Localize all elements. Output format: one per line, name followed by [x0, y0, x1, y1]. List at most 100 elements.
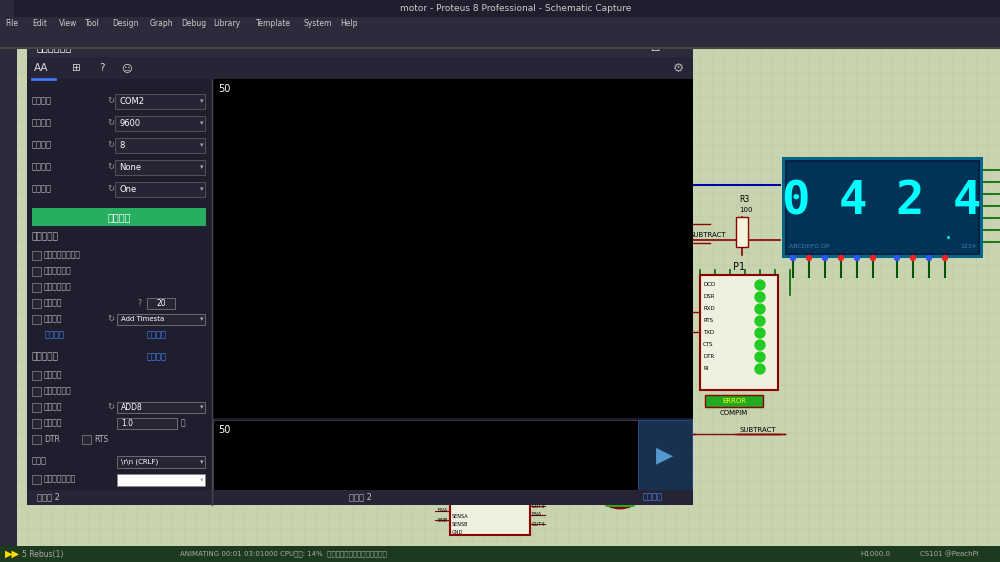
Bar [32, 315, 41, 324]
Bar [0, 17, 1000, 29]
Text: ?: ? [137, 298, 141, 307]
Text: 十六进制发送: 十六进制发送 [44, 387, 72, 396]
Circle shape [755, 340, 765, 350]
Text: RXD: RXD [703, 306, 715, 311]
Text: DSR: DSR [703, 294, 714, 300]
Circle shape [790, 256, 796, 261]
Text: U2: U2 [484, 459, 496, 468]
Bar [638, 420, 692, 490]
Circle shape [870, 256, 876, 261]
Text: RTS: RTS [703, 319, 713, 324]
Text: Library: Library [213, 19, 241, 28]
Text: 20: 20 [156, 298, 166, 307]
Text: System: System [303, 19, 332, 28]
Bar [450, 455, 530, 535]
Bar [32, 403, 41, 412]
Text: 校验位：: 校验位： [32, 162, 52, 171]
Text: File: File [5, 19, 18, 28]
Bar [32, 387, 41, 396]
Text: OUT4: OUT4 [532, 522, 545, 527]
Text: 显示发送字符串: 显示发送字符串 [44, 474, 76, 483]
Text: 1234: 1234 [960, 244, 976, 250]
Text: SENSA: SENSA [452, 514, 469, 519]
Text: 接收并保存到文件: 接收并保存到文件 [44, 251, 81, 260]
Text: ▾: ▾ [200, 316, 204, 322]
Text: 秒: 秒 [181, 419, 186, 428]
Text: ⊞: ⊞ [71, 63, 79, 73]
Text: D2: D2 [567, 442, 577, 448]
Bar [0, 29, 1000, 47]
Text: motor - Proteus 8 Professional - Schematic Capture: motor - Proteus 8 Professional - Schemat… [400, 4, 631, 13]
Text: ENA: ENA [532, 513, 542, 518]
Text: 0 4 2 4: 0 4 2 4 [782, 179, 982, 224]
Bar [27, 79, 212, 505]
Text: 接收区设置: 接收区设置 [32, 233, 59, 242]
Text: 发送区设置: 发送区设置 [32, 352, 59, 361]
Text: ↻: ↻ [107, 184, 114, 193]
Bar [32, 208, 206, 226]
Text: 停止位：: 停止位： [32, 184, 52, 193]
Text: 数据位：: 数据位： [32, 140, 52, 149]
Circle shape [755, 292, 765, 302]
Circle shape [592, 452, 648, 508]
Text: ABCDEFG DP: ABCDEFG DP [789, 244, 830, 250]
Text: D3: D3 [540, 497, 550, 503]
Circle shape [926, 256, 932, 261]
Text: IN4: IN4 [440, 500, 448, 505]
Text: OUT1: OUT1 [532, 486, 545, 491]
Bar [785, 160, 980, 255]
Text: View: View [59, 19, 77, 28]
Text: VS: VS [532, 477, 538, 482]
Bar [117, 456, 205, 468]
Text: OUT2: OUT2 [532, 495, 545, 500]
Text: 8: 8 [119, 140, 124, 149]
Bar [32, 299, 41, 308]
Text: 关闭串口: 关闭串口 [107, 212, 131, 222]
Text: ▾: ▾ [200, 98, 204, 104]
Circle shape [755, 280, 765, 290]
Text: 操行符: 操行符 [32, 456, 47, 465]
Text: 保存数据: 保存数据 [45, 330, 65, 339]
Text: ↻: ↻ [107, 97, 114, 106]
Text: ▶: ▶ [656, 445, 674, 465]
Bar [82, 435, 91, 444]
Text: .: . [944, 223, 952, 243]
Text: ↻: ↻ [107, 162, 114, 171]
Bar [117, 418, 177, 429]
Text: VCC: VCC [532, 468, 542, 473]
Circle shape [806, 256, 812, 261]
Bar [32, 251, 41, 260]
Text: None: None [119, 162, 141, 171]
Text: ▾: ▾ [200, 459, 204, 465]
Text: VS: VS [500, 468, 507, 473]
Bar [115, 138, 205, 153]
Bar [17, 49, 1000, 546]
Text: VCC: VCC [470, 468, 481, 473]
Bar [117, 314, 205, 325]
Text: SUBTRACT: SUBTRACT [740, 427, 777, 433]
Text: Edit: Edit [32, 19, 47, 28]
Text: H1000.0: H1000.0 [860, 551, 890, 557]
Text: GND: GND [452, 531, 463, 536]
Text: ⚙: ⚙ [672, 61, 684, 75]
Text: ─: ─ [635, 42, 641, 52]
Text: ?: ? [99, 63, 105, 73]
Circle shape [755, 364, 765, 374]
Text: Help: Help [341, 19, 358, 28]
Text: 自动断帧: 自动断帧 [44, 298, 62, 307]
Text: 发送文件: 发送文件 [44, 370, 62, 379]
Text: DTR: DTR [703, 355, 714, 360]
Text: 清空数据: 清空数据 [147, 330, 167, 339]
Text: ▾: ▾ [200, 120, 204, 126]
Text: IN1: IN1 [440, 473, 448, 478]
Text: DTR: DTR [44, 434, 60, 443]
Text: 串口调试助手: 串口调试助手 [37, 42, 72, 52]
Text: 发送脚本: 发送脚本 [44, 402, 62, 411]
Polygon shape [540, 453, 550, 463]
Text: 复位计数: 复位计数 [643, 492, 663, 501]
Text: ▾: ▾ [200, 477, 204, 483]
Text: ↻: ↻ [107, 315, 114, 324]
Text: □: □ [650, 42, 660, 52]
Text: 串口号：: 串口号： [32, 97, 52, 106]
Text: IN2: IN2 [440, 482, 448, 487]
